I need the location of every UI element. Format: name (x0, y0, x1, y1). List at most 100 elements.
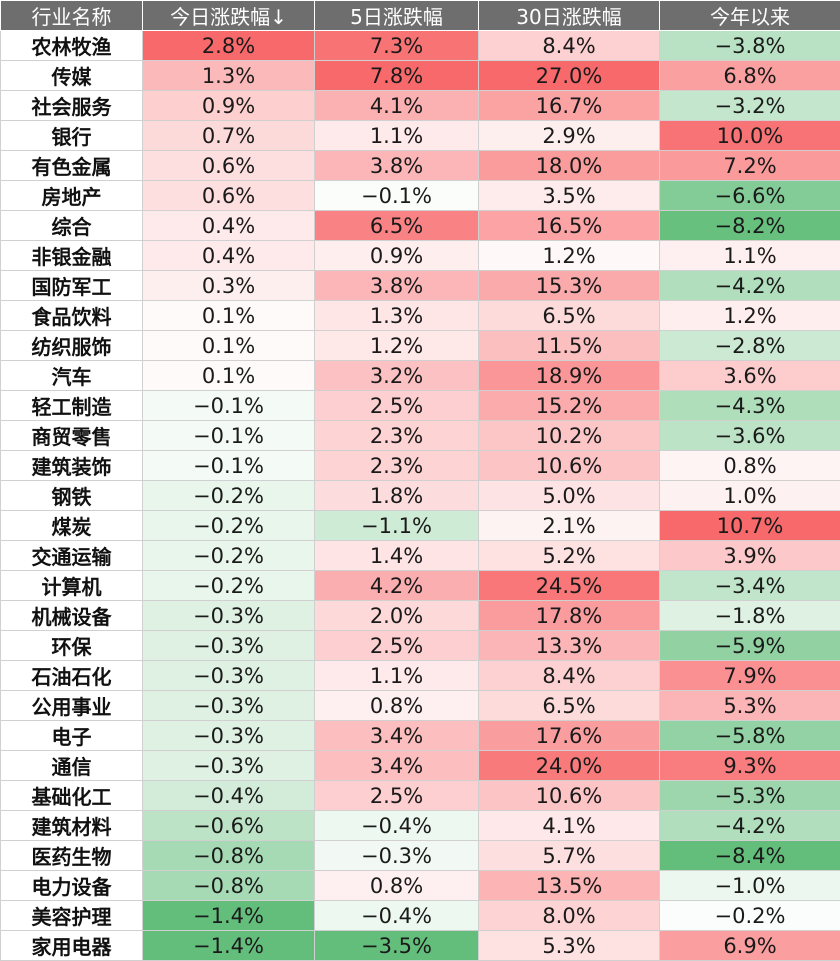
industry-name-cell: 传媒 (1, 61, 143, 91)
table-row: 美容护理−1.4%−0.4%8.0%−0.2% (1, 901, 840, 931)
today-change-cell: −0.3% (143, 721, 315, 751)
industry-name-cell: 国防军工 (1, 271, 143, 301)
ytd-change-cell: −4.2% (660, 271, 840, 301)
5day-change-cell: 1.1% (315, 121, 479, 151)
30day-change-cell: 18.0% (479, 151, 660, 181)
ytd-change-cell: 7.9% (660, 661, 840, 691)
5day-change-cell: 2.5% (315, 781, 479, 811)
today-change-cell: −0.8% (143, 841, 315, 871)
30day-change-cell: 2.1% (479, 511, 660, 541)
industry-name-cell: 社会服务 (1, 91, 143, 121)
table-row: 交通运输−0.2%1.4%5.2%3.9% (1, 541, 840, 571)
5day-change-cell: 3.8% (315, 151, 479, 181)
ytd-change-cell: 1.2% (660, 301, 840, 331)
industry-name-cell: 医药生物 (1, 841, 143, 871)
today-change-cell: 0.7% (143, 121, 315, 151)
today-change-cell: −0.6% (143, 811, 315, 841)
today-change-cell: 0.1% (143, 361, 315, 391)
30day-change-cell: 10.6% (479, 781, 660, 811)
table-row: 基础化工−0.4%2.5%10.6%−5.3% (1, 781, 840, 811)
ytd-change-cell: −3.6% (660, 421, 840, 451)
30day-change-cell: 27.0% (479, 61, 660, 91)
today-change-cell: 0.3% (143, 271, 315, 301)
today-change-cell: −0.3% (143, 691, 315, 721)
30day-change-cell: 24.0% (479, 751, 660, 781)
today-change-cell: 0.6% (143, 151, 315, 181)
ytd-change-cell: −5.3% (660, 781, 840, 811)
today-change-cell: 0.1% (143, 331, 315, 361)
30day-change-cell: 8.4% (479, 661, 660, 691)
today-change-cell: −1.4% (143, 901, 315, 931)
header-today-change[interactable]: 今日涨跌幅↓ (143, 1, 315, 31)
5day-change-cell: 2.3% (315, 421, 479, 451)
5day-change-cell: −0.1% (315, 181, 479, 211)
today-change-cell: −0.1% (143, 391, 315, 421)
today-change-cell: −0.2% (143, 541, 315, 571)
ytd-change-cell: 0.8% (660, 451, 840, 481)
30day-change-cell: 5.2% (479, 541, 660, 571)
table-row: 机械设备−0.3%2.0%17.8%−1.8% (1, 601, 840, 631)
industry-name-cell: 公用事业 (1, 691, 143, 721)
5day-change-cell: 6.5% (315, 211, 479, 241)
header-30day-change[interactable]: 30日涨跌幅 (479, 1, 660, 31)
header-5day-change[interactable]: 5日涨跌幅 (315, 1, 479, 31)
5day-change-cell: 1.4% (315, 541, 479, 571)
30day-change-cell: 13.5% (479, 871, 660, 901)
ytd-change-cell: −3.8% (660, 31, 840, 61)
ytd-change-cell: 1.1% (660, 241, 840, 271)
30day-change-cell: 4.1% (479, 811, 660, 841)
30day-change-cell: 11.5% (479, 331, 660, 361)
table-row: 家用电器−1.4%−3.5%5.3%6.9% (1, 931, 840, 961)
table-row: 商贸零售−0.1%2.3%10.2%−3.6% (1, 421, 840, 451)
ytd-change-cell: 7.2% (660, 151, 840, 181)
5day-change-cell: 7.3% (315, 31, 479, 61)
ytd-change-cell: −5.8% (660, 721, 840, 751)
today-change-cell: 2.8% (143, 31, 315, 61)
ytd-change-cell: −2.8% (660, 331, 840, 361)
industry-name-cell: 房地产 (1, 181, 143, 211)
industry-name-cell: 食品饮料 (1, 301, 143, 331)
30day-change-cell: 17.6% (479, 721, 660, 751)
30day-change-cell: 15.2% (479, 391, 660, 421)
table-row: 电力设备−0.8%0.8%13.5%−1.0% (1, 871, 840, 901)
today-change-cell: −0.2% (143, 571, 315, 601)
header-ytd-change[interactable]: 今年以来 (660, 1, 840, 31)
30day-change-cell: 1.2% (479, 241, 660, 271)
5day-change-cell: 0.8% (315, 871, 479, 901)
ytd-change-cell: 6.9% (660, 931, 840, 961)
today-change-cell: 0.9% (143, 91, 315, 121)
30day-change-cell: 10.2% (479, 421, 660, 451)
5day-change-cell: 3.4% (315, 751, 479, 781)
5day-change-cell: 2.5% (315, 391, 479, 421)
ytd-change-cell: 6.8% (660, 61, 840, 91)
ytd-change-cell: −3.2% (660, 91, 840, 121)
30day-change-cell: 5.0% (479, 481, 660, 511)
today-change-cell: −0.8% (143, 871, 315, 901)
today-change-cell: 1.3% (143, 61, 315, 91)
5day-change-cell: −0.3% (315, 841, 479, 871)
ytd-change-cell: 3.6% (660, 361, 840, 391)
30day-change-cell: 5.7% (479, 841, 660, 871)
ytd-change-cell: −5.9% (660, 631, 840, 661)
table-row: 电子−0.3%3.4%17.6%−5.8% (1, 721, 840, 751)
industry-name-cell: 电力设备 (1, 871, 143, 901)
5day-change-cell: −0.4% (315, 901, 479, 931)
ytd-change-cell: −1.8% (660, 601, 840, 631)
today-change-cell: −0.1% (143, 421, 315, 451)
5day-change-cell: −3.5% (315, 931, 479, 961)
industry-name-cell: 石油石化 (1, 661, 143, 691)
industry-name-cell: 农林牧渔 (1, 31, 143, 61)
industry-name-cell: 计算机 (1, 571, 143, 601)
30day-change-cell: 2.9% (479, 121, 660, 151)
header-industry-name[interactable]: 行业名称 (1, 1, 143, 31)
table-row: 钢铁−0.2%1.8%5.0%1.0% (1, 481, 840, 511)
5day-change-cell: 4.1% (315, 91, 479, 121)
today-change-cell: −0.3% (143, 631, 315, 661)
